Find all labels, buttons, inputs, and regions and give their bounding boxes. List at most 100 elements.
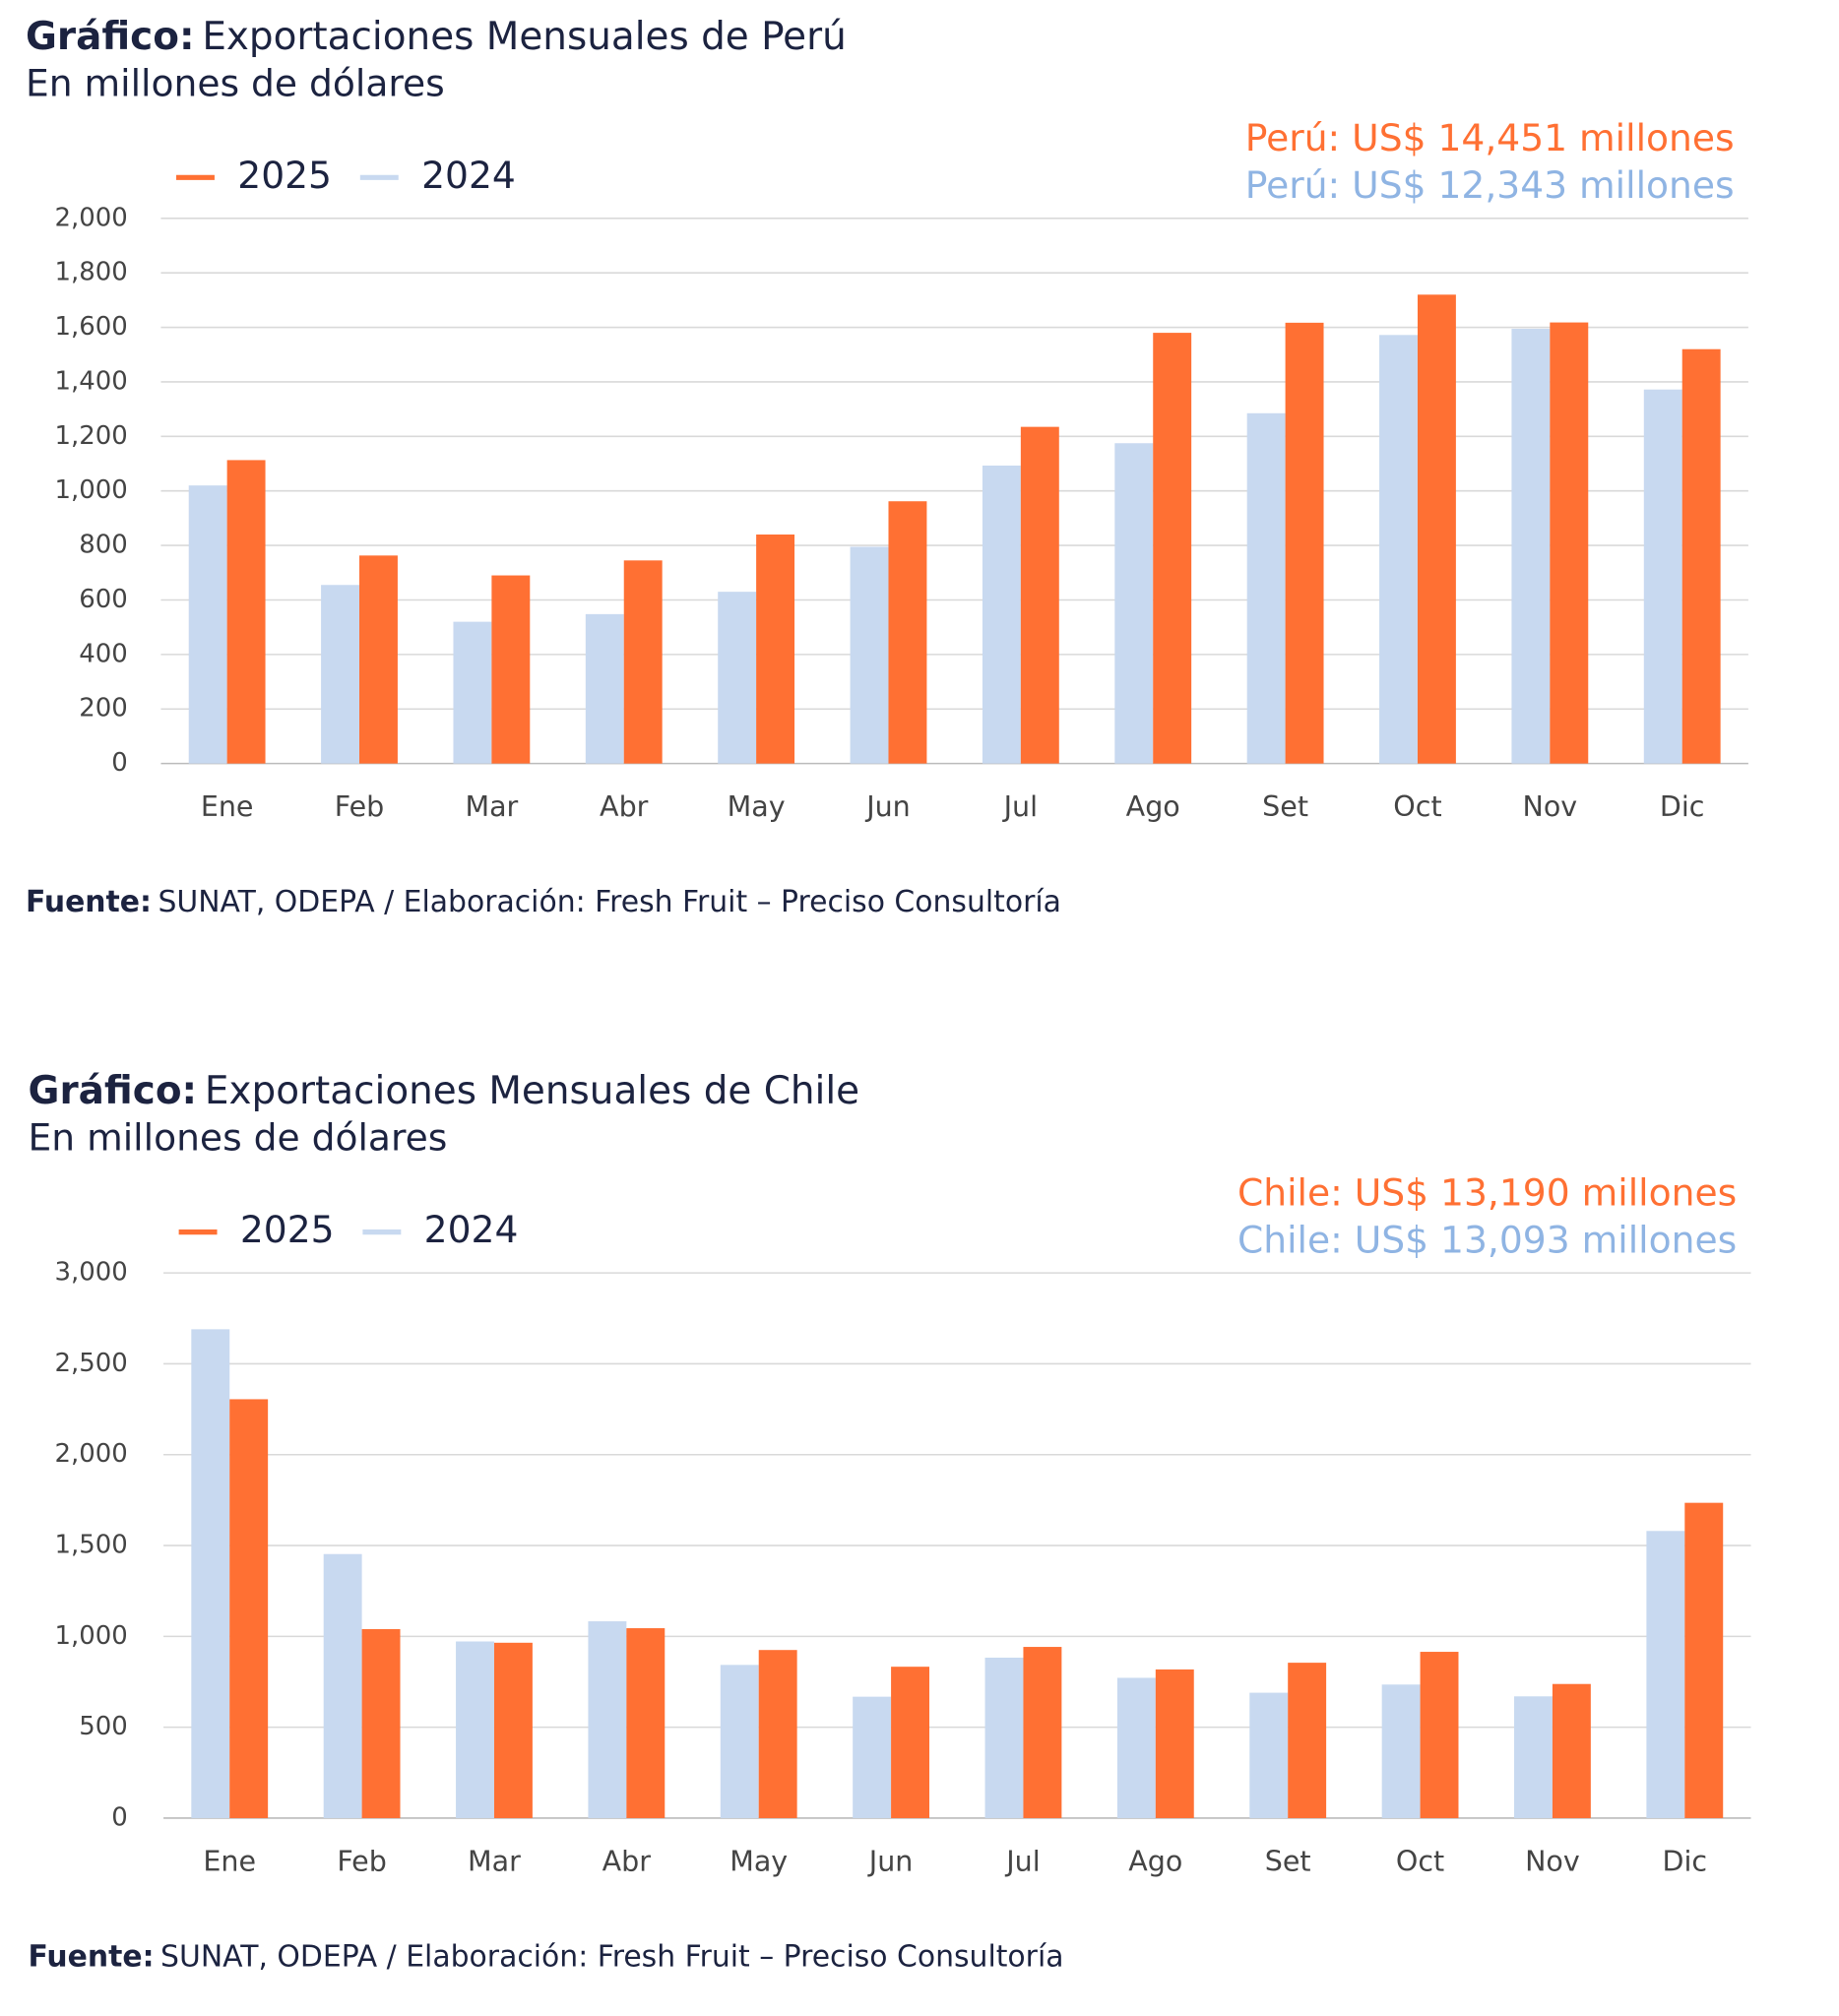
bar: [1417, 294, 1456, 764]
legend-label: 2025: [240, 1208, 335, 1251]
bar: [623, 560, 663, 764]
x-tick-label: Jul: [1004, 1845, 1040, 1877]
bar: [323, 1553, 362, 1818]
y-tick-label: 1,000: [54, 475, 127, 505]
bar: [982, 465, 1021, 764]
bar: [984, 1657, 1024, 1818]
bar: [191, 1329, 230, 1818]
bar: [1514, 1696, 1553, 1818]
source-label: Fuente:: [29, 1939, 155, 1974]
bar: [1288, 1663, 1327, 1818]
x-tick-label: Ene: [203, 1845, 256, 1877]
y-tick-label: 3,000: [54, 1258, 127, 1288]
x-tick-label: Feb: [337, 1845, 387, 1877]
annotation: Chile: US$ 13,093 millones: [1237, 1219, 1737, 1262]
x-tick-label: May: [729, 1845, 788, 1877]
x-tick-label: Mar: [465, 790, 518, 823]
bar: [359, 555, 398, 764]
x-tick-label: Oct: [1396, 1845, 1444, 1877]
annotation: Chile: US$ 13,190 millones: [1237, 1171, 1737, 1215]
bar: [1114, 443, 1154, 764]
bar: [229, 1399, 269, 1818]
y-tick-label: 1,000: [54, 1621, 127, 1651]
title-label: Gráfico:: [29, 1069, 198, 1113]
subtitle: En millones de dólares: [29, 1116, 448, 1160]
legend-label: 2024: [421, 154, 516, 197]
bar: [1511, 328, 1551, 764]
bar: [321, 585, 360, 764]
y-tick-label: 1,500: [54, 1531, 127, 1560]
x-tick-label: Abr: [600, 790, 649, 823]
x-tick-label: Ago: [1126, 790, 1180, 823]
source-text: SUNAT, ODEPA / Elaboración: Fresh Fruit …: [160, 1939, 1063, 1974]
bar: [1285, 322, 1324, 764]
y-tick-label: 800: [79, 531, 128, 560]
source-text: SUNAT, ODEPA / Elaboración: Fresh Fruit …: [158, 884, 1060, 918]
annotation: Perú: US$ 12,343 millones: [1245, 163, 1735, 207]
bar: [361, 1628, 401, 1818]
x-tick-label: Nov: [1523, 790, 1578, 823]
y-tick-label: 1,600: [54, 312, 127, 342]
bar: [1023, 1647, 1062, 1818]
x-tick-label: Set: [1265, 1845, 1311, 1877]
y-tick-label: 200: [79, 694, 128, 724]
bar: [588, 1621, 627, 1818]
title-text: Exportaciones Mensuales de Chile: [205, 1069, 859, 1113]
x-tick-label: Mar: [468, 1845, 521, 1877]
bar: [720, 1665, 759, 1818]
x-tick-label: Ago: [1128, 1845, 1182, 1877]
y-tick-label: 0: [111, 1802, 128, 1832]
x-tick-label: Dic: [1663, 1845, 1708, 1877]
annotation: Perú: US$ 14,451 millones: [1245, 116, 1735, 159]
x-tick-label: Abr: [602, 1845, 652, 1877]
bar: [1155, 1669, 1194, 1818]
bar: [1681, 348, 1721, 764]
x-tick-label: Ene: [201, 790, 254, 823]
bar: [891, 1667, 929, 1818]
bar: [888, 501, 927, 764]
y-tick-label: 400: [79, 639, 128, 668]
bar: [1020, 426, 1059, 764]
bar: [1249, 1692, 1289, 1818]
title-label: Gráfico:: [26, 14, 195, 58]
bar: [1420, 1652, 1459, 1818]
y-tick-label: 2,500: [54, 1349, 127, 1378]
y-tick-label: 1,400: [54, 366, 127, 396]
bar: [188, 485, 227, 764]
y-tick-label: 600: [79, 585, 128, 614]
source: Fuente: SUNAT, ODEPA / Elaboración: Fresh…: [26, 884, 1061, 918]
x-tick-label: Oct: [1393, 790, 1441, 823]
y-tick-label: 1,200: [54, 421, 127, 451]
bar: [1381, 1684, 1421, 1818]
x-tick-label: Set: [1262, 790, 1308, 823]
bar: [226, 460, 266, 764]
x-tick-label: Dic: [1660, 790, 1705, 823]
chart-title: Gráfico: Exportaciones Mensuales de Chile: [29, 1069, 860, 1113]
bar: [853, 1696, 892, 1818]
bar: [1550, 322, 1589, 764]
title-text: Exportaciones Mensuales de Perú: [202, 14, 846, 58]
chart-title: Gráfico: Exportaciones Mensuales de Perú: [26, 14, 847, 58]
bar: [1684, 1502, 1724, 1818]
bar: [626, 1628, 666, 1818]
bar: [1379, 335, 1418, 764]
bar: [1246, 412, 1286, 764]
bar: [718, 592, 757, 764]
bar: [1643, 389, 1682, 764]
bar: [491, 575, 531, 764]
source: Fuente: SUNAT, ODEPA / Elaboración: Fresh…: [29, 1939, 1064, 1974]
bar: [456, 1641, 494, 1818]
bar: [1552, 1683, 1591, 1818]
bar: [850, 546, 889, 764]
x-tick-label: Feb: [335, 790, 385, 823]
x-tick-label: Jun: [864, 790, 911, 823]
bar: [756, 535, 795, 764]
subtitle: En millones de dólares: [26, 61, 445, 104]
y-tick-label: 2,000: [54, 1439, 127, 1469]
y-tick-label: 500: [79, 1712, 128, 1741]
x-tick-label: Jul: [1002, 790, 1038, 823]
bar: [453, 621, 492, 764]
y-tick-label: 1,800: [54, 258, 127, 287]
bar: [1646, 1531, 1685, 1818]
